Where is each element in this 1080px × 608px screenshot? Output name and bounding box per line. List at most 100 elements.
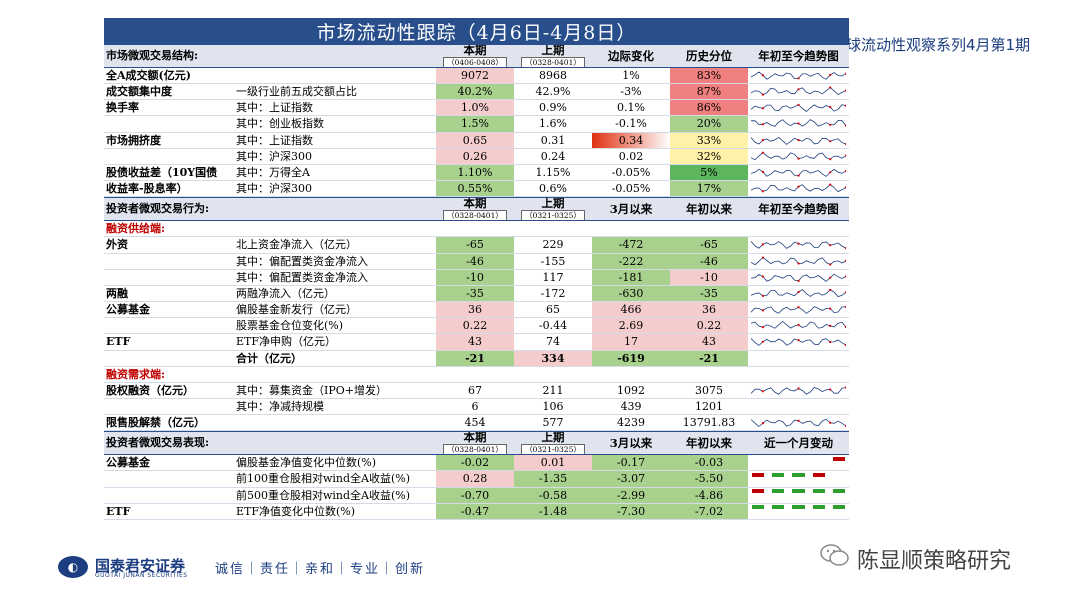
cell-c6: 20% [670, 116, 748, 132]
cell-c2: 合计（亿元） [236, 351, 302, 365]
cell-c5: -0.05% [611, 182, 651, 196]
wechat-icon [820, 544, 849, 566]
header-col3: 本期 [463, 432, 487, 445]
cell-c6: 17% [670, 181, 748, 197]
change-block [812, 489, 825, 494]
header-col3: 本期 [463, 198, 487, 211]
cell-c3: 9072 [436, 68, 514, 84]
cell-c1 [104, 270, 232, 285]
cell-c1 [104, 471, 232, 486]
trend-sparkline [751, 386, 846, 395]
trend-sparkline [751, 183, 846, 193]
company-logo-icon: ◐ [58, 556, 88, 578]
change-block [752, 505, 765, 510]
cell-c2: 其中：万得全A [236, 165, 310, 179]
table-row: 其中：净减持规模 6 106 439 1201 [104, 399, 849, 416]
cell-c1: 股权融资（亿元） [106, 383, 194, 397]
cell-c4: 334 [514, 350, 592, 366]
cell-c5: -2.99 [592, 487, 670, 503]
cell-c2: ETF净申购（亿元） [236, 335, 336, 349]
cell-c3: 0.26 [436, 148, 514, 164]
table-row: 公募基金 偏股基金净值变化中位数(%) -0.02 0.01 -0.17 -0.03 [104, 455, 849, 472]
cell-c6: 83% [670, 68, 748, 84]
cell-c6: 33% [670, 132, 748, 148]
cell-c3: -10 [436, 269, 514, 285]
cell-c6: -21 [670, 350, 748, 366]
cell-trend [748, 318, 849, 333]
trend-sparkline [751, 104, 846, 113]
company-motto: 诚信｜责任｜亲和｜专业｜创新 [215, 562, 426, 577]
header-col4: 上期 [541, 432, 565, 445]
series-title: 球流动性观察系列4月第1期 [846, 36, 1031, 54]
cell-trend [748, 488, 849, 503]
cell-c6: -10 [670, 269, 748, 285]
cell-c5: -0.1% [615, 117, 647, 131]
cell-c4: 0.31 [540, 133, 566, 147]
cell-c2: 偏股基金新发行（亿元） [236, 303, 357, 317]
cell-c2: 其中：沪深300 [236, 149, 312, 163]
table-row: 股债收益差（10Y国债 其中：万得全A 1.10% 1.15% -0.05% 5% [104, 164, 849, 182]
cell-c3: 67 [468, 383, 482, 397]
cell-c5: -7.30 [592, 503, 670, 519]
cell-c5: 466 [592, 302, 670, 318]
header-col7: 年初至今趋势图 [758, 49, 839, 63]
cell-c6: 36 [670, 302, 748, 318]
cell-c4: -0.58 [514, 487, 592, 503]
cell-c5: -3% [620, 85, 642, 99]
cell-c5: 0.34 [592, 132, 670, 148]
header-col6: 年初以来 [686, 202, 732, 217]
cell-c2: 一级行业前五成交额占比 [236, 85, 357, 99]
cell-c3: 454 [464, 416, 486, 430]
cell-c1: 外资 [106, 238, 128, 252]
header-label: 市场微观交易结构: [106, 49, 199, 62]
trend-sparkline [751, 338, 846, 347]
cell-c6: -46 [670, 253, 748, 269]
header-col7: 近一个月变动 [764, 436, 833, 451]
cell-c1 [104, 254, 232, 269]
cell-c6: 43 [670, 334, 748, 350]
cell-c6: 13791.83 [682, 416, 736, 430]
cell-c4: 229 [542, 238, 564, 252]
cell-c3: 0.22 [436, 318, 514, 334]
section1-rows: 全A成交额(亿元) 9072 8968 1% 83% 成交额集中度 一级行业前五成交额占比 4… [104, 68, 849, 198]
change-block [813, 457, 825, 461]
cell-c5: -0.17 [592, 455, 670, 471]
table-row: ETF ETF净值变化中位数(%) -0.47 -1.48 -7.30 -7.02 [104, 503, 849, 520]
header-col6: 年初以来 [686, 436, 732, 451]
cell-c6: 87% [670, 84, 748, 100]
change-block [832, 489, 846, 494]
cell-c5: 4239 [617, 416, 645, 430]
cell-c4: 8968 [539, 69, 567, 82]
cell-c5: 1% [622, 69, 640, 82]
cell-c3: 43 [436, 334, 514, 350]
cell-c6: -4.86 [670, 487, 748, 503]
cell-c6: 1201 [695, 399, 723, 413]
change-block [772, 505, 785, 510]
table-row: 股权融资（亿元） 其中：募集资金（IPO+增发） 67 211 1092 3075 [104, 383, 849, 399]
cell-c1: 公募基金 [106, 456, 150, 470]
cell-c1: 两融 [106, 286, 128, 300]
table-row: 成交额集中度 一级行业前五成交额占比 40.2% 42.9% -3% 87% [104, 84, 849, 101]
cell-trend [748, 415, 849, 430]
cell-trend [748, 133, 849, 148]
supply-rows: 外资 北上资金净流入（亿元） -65 229 -472 -65 其中：偏配置类资金净流入 -4… [104, 237, 849, 367]
cell-c3: 6 [471, 399, 479, 413]
cell-trend [748, 270, 849, 285]
cell-trend [748, 504, 849, 519]
change-block [792, 472, 805, 477]
trend-sparkline [751, 71, 846, 80]
cell-c3: -0.70 [436, 487, 514, 503]
cell-trend [748, 116, 849, 131]
cell-c4: 0.6% [539, 182, 567, 196]
cell-c3: 0.65 [436, 132, 514, 148]
cell-c5: 0.02 [618, 149, 644, 163]
cell-c6: -5.50 [670, 471, 748, 487]
cell-c4: 117 [542, 270, 564, 284]
section1-header: 市场微观交易结构: 本期 （0406-0408） 上期 （0328-0401） 边际… [104, 44, 849, 68]
cell-c3: -46 [436, 253, 514, 269]
cell-trend [748, 237, 849, 252]
cell-c3: 1.10% [436, 164, 514, 181]
cell-c2: 其中：偏配置类资金净流入 [236, 270, 368, 284]
cell-c5: -472 [592, 237, 670, 253]
cell-c6: 5% [670, 164, 748, 181]
